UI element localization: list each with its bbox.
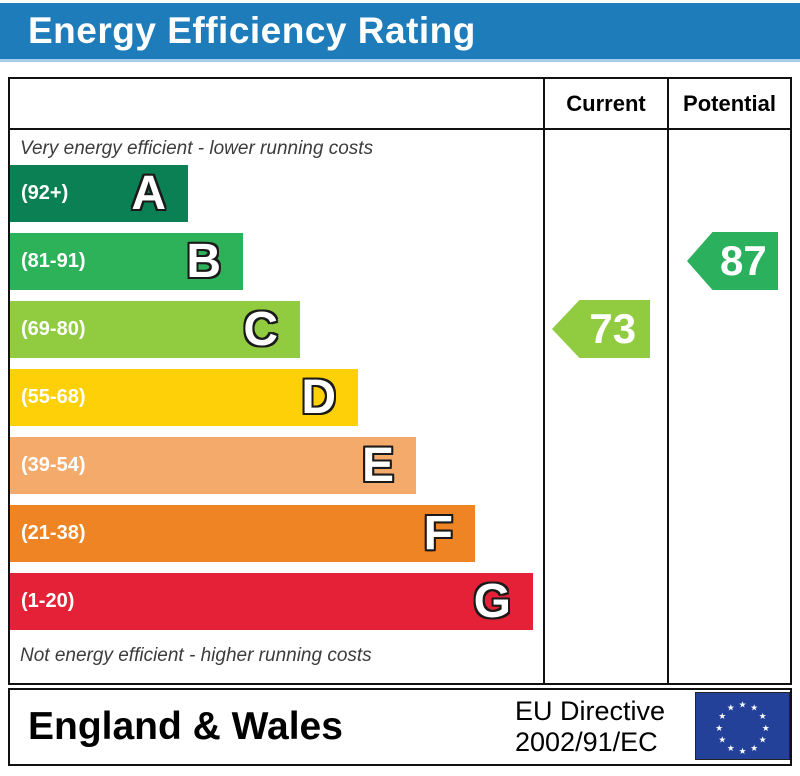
current-rating-arrow: 73: [552, 300, 650, 358]
top-note: Very energy efficient - lower running co…: [20, 138, 374, 159]
eu-directive-label: EU Directive 2002/91/EC: [515, 696, 665, 758]
region-label: England & Wales: [28, 705, 343, 748]
band-c-range-label: (69-80): [21, 318, 86, 340]
title-bar: Energy Efficiency Rating: [0, 3, 800, 62]
band-a-letter: A: [131, 166, 166, 220]
current-column-divider: [543, 79, 545, 683]
eu-directive-line1: EU Directive: [515, 696, 666, 726]
band-b: (81-91) B: [10, 233, 243, 290]
band-d-range-label: (55-68): [21, 386, 86, 408]
rating-table: Current Potential Very energy efficient …: [8, 77, 792, 685]
band-e: (39-54) E: [10, 437, 416, 494]
svg-text:★: ★: [759, 712, 767, 722]
header-row-divider: [10, 128, 790, 130]
band-e-range-label: (39-54): [21, 454, 86, 476]
current-column-header: Current: [566, 91, 646, 116]
eu-directive-line2: 2002/91/EC: [515, 727, 658, 757]
potential-rating-arrow: 87: [687, 232, 778, 290]
potential-rating-value: 87: [720, 237, 767, 284]
band-d-letter: D: [301, 370, 336, 424]
svg-text:★: ★: [759, 736, 767, 746]
band-b-letter: B: [186, 234, 221, 288]
band-a-range-label: (92+): [21, 182, 69, 204]
svg-text:★: ★: [715, 724, 723, 734]
band-a: (92+) A: [10, 165, 188, 222]
band-f-range-label: (21-38): [21, 522, 86, 544]
potential-column-divider: [667, 79, 669, 683]
svg-text:★: ★: [739, 701, 747, 711]
svg-text:★: ★: [727, 704, 735, 714]
band-c-letter: C: [243, 302, 278, 356]
svg-text:★: ★: [727, 744, 735, 754]
bottom-note: Not energy efficient - higher running co…: [20, 645, 372, 666]
svg-text:★: ★: [762, 724, 770, 734]
footer: England & Wales EU Directive 2002/91/EC …: [8, 688, 792, 766]
band-d: (55-68) D: [10, 369, 358, 426]
current-rating-value: 73: [589, 305, 637, 352]
band-f-letter: F: [423, 506, 453, 560]
svg-text:★: ★: [718, 712, 726, 722]
band-g: (1-20) G: [10, 573, 533, 630]
eu-flag-stars: ★ ★ ★ ★ ★ ★ ★ ★ ★ ★ ★ ★: [715, 701, 770, 758]
page-title: Energy Efficiency Rating: [28, 10, 476, 51]
band-g-letter: G: [473, 574, 511, 628]
band-f: (21-38) F: [10, 505, 475, 562]
band-e-letter: E: [361, 438, 394, 492]
svg-text:★: ★: [739, 747, 747, 757]
svg-text:★: ★: [750, 704, 758, 714]
band-b-range-label: (81-91): [21, 250, 86, 272]
svg-text:★: ★: [718, 736, 726, 746]
band-c: (69-80) C: [10, 301, 300, 358]
band-g-range-label: (1-20): [21, 590, 75, 612]
eu-flag-icon: ★ ★ ★ ★ ★ ★ ★ ★ ★ ★ ★ ★: [695, 692, 790, 760]
svg-text:★: ★: [750, 744, 758, 754]
potential-column-header: Potential: [683, 91, 776, 116]
